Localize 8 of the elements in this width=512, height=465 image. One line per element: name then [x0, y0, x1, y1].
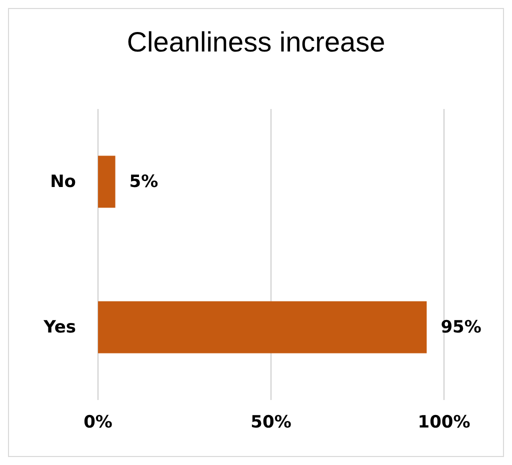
data-label: 95% — [440, 317, 482, 338]
x-tick-label: 100% — [418, 412, 470, 432]
data-label: 5% — [129, 172, 158, 192]
x-tick-label: 0% — [84, 412, 112, 432]
x-tick-label: 50% — [250, 412, 292, 432]
y-tick-label: Yes — [42, 317, 76, 338]
y-tick-label: No — [50, 172, 76, 192]
chart-title: Cleanliness increase — [126, 26, 386, 58]
